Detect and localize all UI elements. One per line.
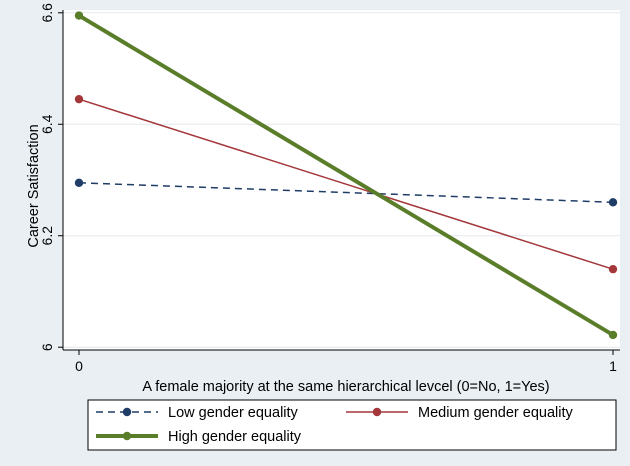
y-tick-label: 6.4	[39, 114, 55, 134]
x-tick-label: 1	[609, 358, 617, 374]
data-point-high-gender-equality	[608, 330, 618, 340]
y-tick-label: 6	[39, 343, 55, 351]
legend-label-low-gender-equality: Low gender equality	[168, 405, 299, 421]
x-axis-label: A female majority at the same hierarchic…	[142, 379, 549, 395]
series-line-low-gender-equality	[78, 182, 614, 204]
axes	[58, 10, 620, 355]
series-line-high-gender-equality	[77, 13, 615, 337]
legend-box	[87, 399, 617, 451]
y-tick-label: 6.6	[39, 3, 55, 23]
data-point-medium-gender-equality	[74, 94, 84, 104]
data-point-high-gender-equality	[74, 11, 84, 20]
data-point-low-gender-equality	[74, 178, 84, 187]
legend-label-medium-gender-equality: Medium gender equality	[418, 405, 574, 421]
legend-swatch-marker-high-gender-equality	[122, 431, 132, 441]
plot-area	[63, 10, 620, 350]
legend-swatch-marker-medium-gender-equality	[372, 407, 382, 417]
series-layer	[74, 11, 618, 340]
data-point-medium-gender-equality	[608, 264, 618, 274]
legend-swatch-marker-low-gender-equality	[122, 407, 132, 417]
legend-label-high-gender-equality: High gender equality	[168, 429, 302, 445]
data-point-low-gender-equality	[608, 198, 618, 207]
x-tick-label: 0	[75, 358, 83, 374]
series-line-medium-gender-equality	[78, 98, 614, 270]
y-axis-label: Career Satisfaction	[26, 124, 42, 247]
y-tick-label: 6.2	[39, 226, 55, 246]
legend: Low gender equality Medium gender equalit…	[87, 399, 617, 451]
tick-labels: 6 6.2 6.4 6.6 0 1	[39, 3, 617, 374]
